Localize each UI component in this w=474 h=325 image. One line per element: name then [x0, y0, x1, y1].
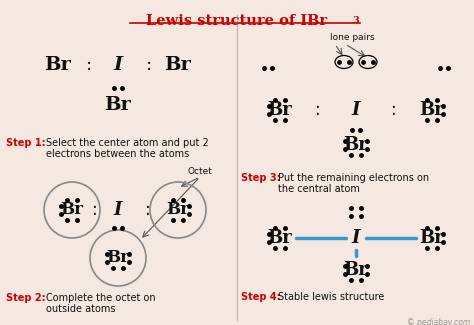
Text: Br: Br	[107, 250, 129, 266]
Text: Select the center atom and put 2: Select the center atom and put 2	[46, 138, 209, 148]
Text: Br: Br	[268, 101, 292, 119]
Text: electrons between the atoms: electrons between the atoms	[46, 149, 189, 159]
Text: Step 1:: Step 1:	[6, 138, 46, 148]
Text: Octet: Octet	[188, 167, 212, 176]
Text: Br: Br	[166, 202, 190, 218]
Text: Br: Br	[344, 261, 368, 279]
Text: 3: 3	[352, 16, 359, 25]
Text: Br: Br	[344, 136, 368, 154]
Text: Put the remaining electrons on: Put the remaining electrons on	[278, 173, 429, 183]
Text: Step 2:: Step 2:	[6, 293, 46, 303]
Text: Br: Br	[268, 229, 292, 247]
Text: Br: Br	[45, 56, 72, 74]
Text: lone pairs: lone pairs	[330, 33, 374, 43]
Text: Br: Br	[419, 229, 444, 247]
Text: I: I	[352, 229, 360, 247]
Text: Br: Br	[419, 101, 444, 119]
Text: :: :	[145, 201, 151, 219]
Text: I: I	[352, 101, 360, 119]
Text: :: :	[315, 101, 321, 119]
Text: Stable lewis structure: Stable lewis structure	[278, 292, 384, 302]
Text: :: :	[85, 56, 91, 74]
Text: :: :	[391, 101, 397, 119]
Text: I: I	[114, 201, 122, 219]
Text: © pediabay.com: © pediabay.com	[407, 318, 470, 325]
Text: Complete the octet on: Complete the octet on	[46, 293, 155, 303]
Text: Br: Br	[61, 202, 83, 218]
Text: :: :	[145, 56, 151, 74]
Text: outside atoms: outside atoms	[46, 304, 116, 314]
Text: Step 3:: Step 3:	[241, 173, 281, 183]
Text: Br: Br	[164, 56, 191, 74]
Text: the central atom: the central atom	[278, 184, 360, 194]
Text: Lewis structure of IBr: Lewis structure of IBr	[146, 14, 328, 28]
Text: Step 4:: Step 4:	[241, 292, 281, 302]
Text: I: I	[113, 56, 123, 74]
Text: Br: Br	[105, 96, 131, 114]
Text: :: :	[92, 201, 98, 219]
